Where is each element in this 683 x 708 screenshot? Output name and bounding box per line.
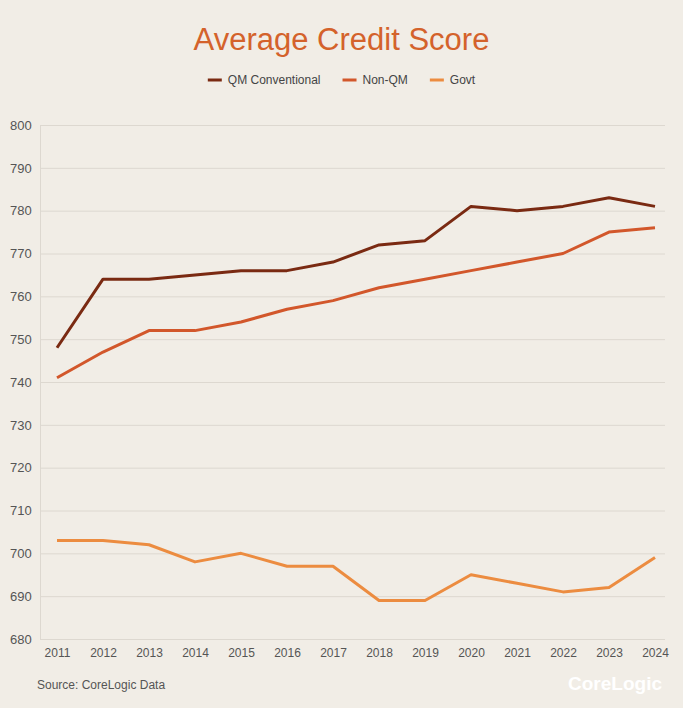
x-tick: 2024 xyxy=(642,639,669,660)
grid-line xyxy=(40,553,665,554)
y-tick-label: 770 xyxy=(10,246,32,261)
chart: Average Credit Score 680 690 700 710 720 730 74… xyxy=(0,0,683,708)
legend-item: QM Conventional xyxy=(208,73,321,87)
grid-line xyxy=(40,639,665,640)
y-tick-label: 800 xyxy=(10,118,32,133)
x-tick-label: 2013 xyxy=(136,646,163,660)
x-tick-label: 2014 xyxy=(182,646,209,660)
x-tick-label: 2015 xyxy=(228,646,255,660)
x-tick: 2021 xyxy=(504,639,531,660)
y-tick-label: 710 xyxy=(10,503,32,518)
series-line xyxy=(57,198,655,348)
x-tick: 2019 xyxy=(412,639,439,660)
series-line xyxy=(57,540,655,600)
x-tick-label: 2011 xyxy=(45,646,71,660)
grid-line xyxy=(40,211,665,212)
y-tick: 740 xyxy=(10,375,665,390)
legend-swatch xyxy=(343,79,357,82)
legend-label: Govt xyxy=(450,73,476,87)
y-tick: 680 xyxy=(10,632,665,647)
y-tick: 730 xyxy=(10,417,665,432)
y-axis-line xyxy=(41,126,666,640)
y-tick-label: 780 xyxy=(10,203,32,218)
y-tick: 790 xyxy=(10,160,665,175)
x-axis-line xyxy=(58,639,656,640)
legend-swatch xyxy=(430,79,444,82)
grid-line xyxy=(40,168,665,169)
grid-line xyxy=(40,511,665,512)
y-tick-label: 760 xyxy=(10,289,32,304)
x-tick-label: 2012 xyxy=(90,646,117,660)
x-tick: 2017 xyxy=(320,639,347,660)
y-axis: 680 690 700 710 720 730 740 750 760 770 780 790 800 xyxy=(10,118,665,647)
y-tick: 760 xyxy=(10,289,665,304)
grid-line xyxy=(40,125,665,126)
x-tick: 2012 xyxy=(90,639,117,660)
y-tick-label: 790 xyxy=(10,160,32,175)
legend-label: Non-QM xyxy=(363,73,408,87)
background xyxy=(0,0,683,708)
y-tick-label: 690 xyxy=(10,589,32,604)
x-tick-label: 2021 xyxy=(504,646,531,660)
x-tick-label: 2020 xyxy=(458,646,485,660)
x-tick: 2018 xyxy=(366,639,393,660)
legend-label: QM Conventional xyxy=(228,73,321,87)
x-tick-label: 2017 xyxy=(320,646,347,660)
x-tick-label: 2019 xyxy=(412,646,439,660)
x-tick-label: 2018 xyxy=(366,646,393,660)
x-tick: 2015 xyxy=(228,639,255,660)
x-tick-label: 2023 xyxy=(596,646,623,660)
x-tick: 2022 xyxy=(550,639,577,660)
y-tick: 750 xyxy=(10,332,665,347)
x-tick: 2016 xyxy=(274,639,301,660)
y-tick: 720 xyxy=(10,460,665,475)
legend-item: Non-QM xyxy=(343,73,408,87)
legend-item: Govt xyxy=(430,73,476,87)
legend-swatch xyxy=(208,79,222,82)
x-axis: 2011 2012 2013 2014 2015 2016 2017 2018 2019 2020… xyxy=(45,639,670,660)
grid-line xyxy=(40,425,665,426)
x-tick: 2020 xyxy=(458,639,485,660)
x-tick: 2013 xyxy=(136,639,163,660)
legend: QM Conventional Non-QM Govt xyxy=(208,73,476,87)
series-line xyxy=(57,228,655,378)
watermark: CoreLogic xyxy=(568,673,662,694)
y-tick-label: 730 xyxy=(10,417,32,432)
source-note: Source: CoreLogic Data xyxy=(37,678,165,692)
y-tick-label: 720 xyxy=(10,460,32,475)
y-tick-label: 740 xyxy=(10,375,32,390)
y-tick-label: 700 xyxy=(10,546,32,561)
grid-line xyxy=(40,468,665,469)
y-tick: 800 xyxy=(10,118,665,133)
x-tick: 2014 xyxy=(182,639,209,660)
y-tick: 700 xyxy=(10,546,665,561)
grid-line xyxy=(40,382,665,383)
x-tick-label: 2016 xyxy=(274,646,301,660)
y-tick-label: 750 xyxy=(10,332,32,347)
y-tick: 710 xyxy=(10,503,665,518)
x-tick-label: 2022 xyxy=(550,646,577,660)
title: Average Credit Score xyxy=(194,22,490,57)
x-tick-label: 2024 xyxy=(642,646,669,660)
x-tick: 2011 xyxy=(45,639,71,660)
y-tick-label: 680 xyxy=(10,632,32,647)
x-tick: 2023 xyxy=(596,639,623,660)
plot-area xyxy=(57,198,655,601)
grid-line xyxy=(40,596,665,597)
